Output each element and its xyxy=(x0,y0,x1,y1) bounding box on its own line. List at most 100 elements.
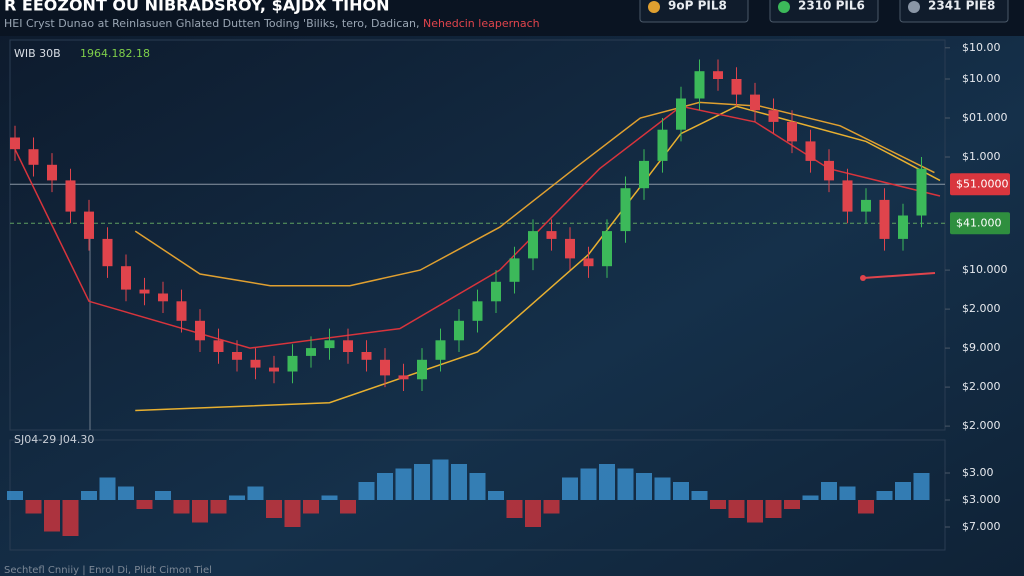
oscillator-bar xyxy=(839,486,856,500)
candle-body xyxy=(916,168,927,216)
candle-body xyxy=(84,211,94,239)
oscillator-bar xyxy=(432,459,449,500)
header-button[interactable] xyxy=(639,0,749,23)
oscillator-bar xyxy=(192,500,208,523)
oscillator-bar xyxy=(562,477,578,500)
oscillator-bar xyxy=(469,473,486,500)
oscillator-bar xyxy=(62,500,79,536)
candle-body xyxy=(343,340,353,352)
candle-body xyxy=(602,231,612,267)
oscillator-bar xyxy=(765,500,782,518)
candle-body xyxy=(176,301,187,321)
candle-body xyxy=(195,320,205,341)
candle-body xyxy=(713,71,723,79)
oscillator-bar xyxy=(321,495,338,500)
candle-body xyxy=(676,98,686,130)
oscillator-bar xyxy=(284,500,301,527)
oscillator-bar xyxy=(895,482,911,500)
candle-body xyxy=(269,367,279,372)
oscillator-bar xyxy=(395,468,412,500)
button-label[interactable]: 2341 PIE8 xyxy=(928,0,995,13)
candle-body xyxy=(139,289,150,294)
button-icon xyxy=(778,1,790,13)
oscillator-bar xyxy=(599,464,615,500)
title: R EEOZONT OU NIBRADSROY, $AJDX TIHON xyxy=(4,0,389,15)
oscillator-bar xyxy=(728,500,745,518)
button-label[interactable]: 2310 PIL6 xyxy=(798,0,865,13)
y-tick-label: $01.000 xyxy=(962,111,1008,124)
oscillator-bar xyxy=(710,500,726,509)
oscillator-bar xyxy=(340,500,356,514)
candle-body xyxy=(842,180,853,212)
candle-body xyxy=(380,359,390,376)
candle-body xyxy=(121,266,131,290)
candle-body xyxy=(361,352,372,360)
y-tick-label: $7.000 xyxy=(962,520,1001,533)
candle-body xyxy=(694,71,705,99)
oscillator-bar xyxy=(543,500,560,514)
oscillator-bar xyxy=(7,491,23,500)
oscillator-bar xyxy=(81,491,97,500)
y-tick-label: $1.000 xyxy=(962,150,1001,163)
subtitle-highlight: Nehedcin leapernach xyxy=(423,17,540,30)
oscillator-bar xyxy=(25,500,42,514)
oscillator-bar xyxy=(784,500,800,509)
oscillator-bar xyxy=(358,482,375,500)
candle-body xyxy=(768,110,779,122)
oscillator-bar xyxy=(451,464,467,500)
marker-line xyxy=(862,272,936,279)
oscillator-bar xyxy=(525,500,541,527)
oscillator-bar xyxy=(802,495,819,500)
oscillator-bar xyxy=(44,500,60,532)
oscillator-bar xyxy=(155,491,171,500)
candle-body xyxy=(65,180,76,212)
candle-body xyxy=(787,121,797,142)
oscillator-bar xyxy=(173,500,190,514)
candle-body xyxy=(10,137,20,150)
candle-body xyxy=(491,281,501,302)
oscillator-bar xyxy=(377,473,393,500)
candle-body xyxy=(306,348,316,356)
price-label: 1964.182.18 xyxy=(80,47,150,60)
y-tick-label: $10.00 xyxy=(962,72,1001,85)
oscillator-bar xyxy=(691,491,708,500)
candle-body xyxy=(47,164,57,181)
candle-body xyxy=(583,258,594,267)
candle-body xyxy=(398,375,409,380)
oscillator-bar xyxy=(876,491,893,500)
candle-body xyxy=(879,199,890,239)
candle-body xyxy=(509,258,520,282)
candle-body xyxy=(824,160,834,181)
y-tick-label: $10.000 xyxy=(962,263,1008,276)
price-badge xyxy=(950,212,1010,235)
oscillator-bar xyxy=(821,482,837,500)
header-button[interactable] xyxy=(769,0,879,23)
candle-body xyxy=(750,94,760,111)
header-button[interactable] xyxy=(899,0,1009,23)
candle-body xyxy=(546,231,557,239)
candle-body xyxy=(250,359,261,368)
button-icon xyxy=(908,1,920,13)
candle-body xyxy=(158,293,168,302)
button-icon xyxy=(648,1,660,13)
candle-body xyxy=(28,149,39,165)
y-tick-label: $2.000 xyxy=(962,380,1001,393)
oscillator-bar xyxy=(913,473,930,500)
oscillator-bar xyxy=(747,500,763,523)
oscillator-bar xyxy=(247,486,264,500)
oscillator-bar xyxy=(136,500,153,509)
oscillator-bar xyxy=(414,464,430,500)
button-label[interactable]: 9oP PIL8 xyxy=(668,0,727,13)
oscillator-label: SJ04-29 J04.30 xyxy=(14,433,94,446)
y-tick-label: $10.00 xyxy=(962,41,1001,54)
candle-body xyxy=(898,215,908,239)
oscillator-bar xyxy=(654,477,671,500)
candle-body xyxy=(454,320,464,341)
oscillator-bar xyxy=(303,500,319,514)
candle-body xyxy=(472,301,483,321)
oscillator-bar xyxy=(636,473,652,500)
oscillator-bar xyxy=(266,500,282,518)
oscillator-bar xyxy=(210,500,227,514)
oscillator-bar xyxy=(673,482,689,500)
